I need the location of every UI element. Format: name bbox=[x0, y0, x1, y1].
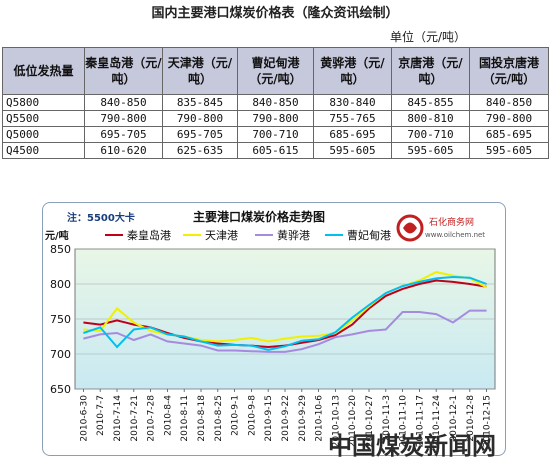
table-cell: Q5000 bbox=[2, 126, 85, 143]
table-cell: Q5500 bbox=[2, 110, 85, 127]
y-tick-label: 750 bbox=[50, 313, 71, 326]
y-tick-label: 700 bbox=[50, 348, 71, 361]
x-tick-label: 2010-8-4 bbox=[163, 395, 173, 436]
table-header-row: 低位发热量 秦皇岛港（元/吨） 天津港（元/吨） 曹妃甸港（元/吨） 黄骅港（元/吨）京… bbox=[2, 47, 549, 95]
chart-note: 注：5500大卡 bbox=[67, 213, 135, 224]
table-header-cell: 秦皇岛港（元/吨） bbox=[84, 47, 163, 95]
unit-label: 单位（元/吨） bbox=[390, 30, 467, 44]
table-header-cell: 低位发热量 bbox=[2, 47, 85, 95]
series-line bbox=[83, 271, 488, 343]
table-row: Q5500 790-800 790-800 790-800 755-765 800-810… bbox=[2, 110, 549, 127]
table-header-cell: 天津港（元/吨） bbox=[162, 47, 238, 95]
table-cell: 695-705 bbox=[162, 126, 238, 143]
x-tick-label: 2010-9-15 bbox=[264, 395, 274, 442]
table-cell: 840-850 bbox=[237, 94, 314, 111]
x-tick-label: 2010-7-28 bbox=[147, 395, 157, 442]
table-cell: 700-710 bbox=[391, 126, 470, 143]
table-cell: 605-615 bbox=[237, 142, 314, 159]
watermark: 中国煤炭新闻网 bbox=[328, 432, 496, 460]
x-tick-label: 2010-12-1 bbox=[449, 395, 459, 442]
table-cell: 790-800 bbox=[469, 110, 549, 127]
table-cell: 845-855 bbox=[391, 94, 470, 111]
y-tick-label: 800 bbox=[50, 278, 71, 291]
legend-label: 黄骅港 bbox=[277, 228, 310, 242]
table-cell: 685-695 bbox=[469, 126, 549, 143]
table-row: Q4500 610-620 625-635 605-615 595-605 595-605… bbox=[2, 142, 549, 159]
x-tick-label: 2010-12-8 bbox=[466, 395, 476, 442]
table-header-cell: 国投京唐港（元/吨） bbox=[469, 47, 549, 95]
table-cell: 595-605 bbox=[469, 142, 549, 159]
table-cell: Q4500 bbox=[2, 142, 85, 159]
x-tick-label: 2010-11-17 bbox=[415, 395, 425, 447]
table-cell: 840-850 bbox=[469, 94, 549, 111]
table-cell: 610-620 bbox=[84, 142, 163, 159]
x-tick-label: 2010-10-20 bbox=[348, 395, 358, 448]
price-table: 低位发热量 秦皇岛港（元/吨） 天津港（元/吨） 曹妃甸港（元/吨） 黄骅港（元/吨）京… bbox=[2, 47, 549, 159]
x-tick-label: 2010-10-6 bbox=[315, 395, 325, 442]
table-cell: 840-850 bbox=[84, 94, 163, 111]
x-tick-label: 2010-7-14 bbox=[113, 395, 123, 442]
chart-title: 主要港口煤炭价格走势图 bbox=[193, 210, 326, 224]
table-cell: 835-845 bbox=[162, 94, 238, 111]
table-cell: 595-605 bbox=[313, 142, 392, 159]
x-tick-label: 2010-9-29 bbox=[298, 395, 308, 442]
page-title: 国内主要港口煤炭价格表（隆众资讯绘制） bbox=[151, 6, 399, 21]
x-tick-label: 2010-11-3 bbox=[382, 395, 392, 442]
x-tick-label: 2010-9-22 bbox=[281, 395, 291, 442]
table-cell: 625-635 bbox=[162, 142, 238, 159]
table-header-cell: 京唐港（元/吨） bbox=[391, 47, 470, 95]
series-line bbox=[83, 275, 487, 351]
table-cell: 790-800 bbox=[237, 110, 314, 127]
x-tick-label: 2010-8-25 bbox=[214, 395, 224, 442]
table-row: Q5000 695-705 695-705 700-710 685-695 700-710… bbox=[2, 126, 549, 143]
x-tick-label: 2010-7-7 bbox=[96, 395, 106, 436]
logo-name: 石化商务网 bbox=[429, 218, 475, 228]
table-cell: 790-800 bbox=[162, 110, 238, 127]
x-tick-label: 2010-8-18 bbox=[197, 395, 207, 442]
chart-panel: 650 700 750 800 850 2010-6-30 2010-7-7 2010-7-1… bbox=[42, 202, 506, 456]
table-cell: 595-605 bbox=[391, 142, 470, 159]
table-cell: 695-705 bbox=[84, 126, 163, 143]
legend-label: 天津港 bbox=[205, 229, 238, 242]
y-axis-label: 元/吨 bbox=[45, 231, 69, 242]
y-tick-label: 850 bbox=[50, 243, 71, 256]
logo-url: www.oilchem.net bbox=[425, 231, 486, 239]
logo-icon bbox=[396, 214, 424, 242]
y-tick-label: 650 bbox=[50, 383, 71, 396]
table-row: Q5800 840-850 835-845 840-850 830-840 845-855… bbox=[2, 94, 549, 111]
table-cell: 700-710 bbox=[237, 126, 314, 143]
legend-label: 曹妃甸港 bbox=[347, 228, 391, 242]
table-cell: 685-695 bbox=[313, 126, 392, 143]
table-cell: 755-765 bbox=[313, 110, 392, 127]
table-cell: 800-810 bbox=[391, 110, 470, 127]
x-tick-label: 2010-9-1 bbox=[231, 395, 241, 436]
legend-label: 秦皇岛港 bbox=[127, 228, 171, 242]
x-tick-label: 2010-8-11 bbox=[180, 395, 190, 442]
x-tick-label: 2010-10-27 bbox=[365, 395, 375, 447]
table-cell: Q5800 bbox=[2, 94, 85, 111]
x-tick-label: 2010-10-13 bbox=[331, 395, 341, 447]
x-tick-label: 2010-12-15 bbox=[483, 395, 493, 447]
line-chart: 650 700 750 800 850 2010-6-30 2010-7-7 2010-7-1… bbox=[50, 228, 496, 448]
table-header-cell: 曹妃甸港（元/吨） bbox=[237, 47, 314, 95]
x-tick-label: 2010-11-10 bbox=[399, 395, 409, 448]
table-cell: 830-840 bbox=[313, 94, 392, 111]
x-tick-label: 2010-7-21 bbox=[130, 395, 140, 442]
table-header-cell: 黄骅港（元/吨） bbox=[313, 47, 392, 95]
series-line bbox=[83, 309, 487, 353]
oilchem-logo: 石化商务网 www.oilchem.net bbox=[395, 213, 501, 247]
x-tick-label: 2010-6-30 bbox=[79, 395, 89, 442]
x-tick-label: 2010-11-24 bbox=[432, 395, 442, 448]
x-tick-label: 2010-9-8 bbox=[247, 395, 257, 436]
table-cell: 790-800 bbox=[84, 110, 163, 127]
